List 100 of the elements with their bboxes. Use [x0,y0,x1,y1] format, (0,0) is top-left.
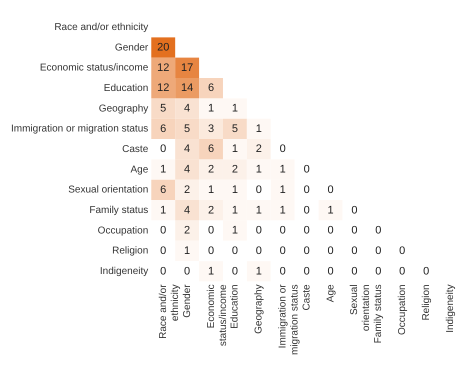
y-tick-label: Occupation [98,225,148,236]
data-label: 6 [208,82,214,94]
data-label: 1 [280,204,286,216]
data-label: 12 [157,62,170,74]
data-label: 20 [157,42,170,54]
data-label: 5 [160,102,166,115]
data-label: 2 [184,184,190,196]
x-tick-label: Indigeneity [444,284,456,333]
data-label: 3 [208,122,214,135]
y-tick-label: Caste [122,144,149,155]
data-label: 0 [304,204,310,216]
data-label: 2 [184,224,190,237]
y-tick-label: Gender [114,42,149,54]
y-tick-label: Indigeneity [100,266,148,277]
data-label: 4 [184,204,190,216]
data-label: 0 [351,204,358,216]
data-label: 17 [181,62,194,74]
y-tick-label: Religion [112,246,148,257]
y-tick-label: Immigration or migration status [10,124,148,135]
data-label: 1 [232,102,238,115]
data-label: 0 [160,143,166,156]
data-label: 0 [208,244,214,257]
data-label: 1 [280,164,286,176]
data-label: 0 [280,143,286,156]
y-tick-label: Economic status/income [40,62,149,74]
data-label: 6 [160,184,166,196]
data-label: 1 [160,164,166,176]
y-tick-label: Education [104,82,148,94]
data-label: 0 [375,265,382,278]
data-label: 0 [351,244,358,257]
data-label: 1 [208,102,214,115]
x-tick-label: Geography [254,284,265,334]
x-tick-label: Caste [301,284,312,311]
data-label: 0 [256,184,262,196]
data-label: 1 [256,204,262,216]
data-label: 0 [375,224,382,237]
data-label: 0 [280,244,286,257]
data-label: 0 [256,224,262,237]
data-label: 0 [160,244,166,257]
y-tick-label: Family status [89,204,148,216]
data-label: 1 [280,184,286,196]
x-tick-label: Family status [373,284,384,344]
data-label: 0 [351,265,358,278]
data-label: 1 [208,184,214,196]
data-label: 0 [304,164,310,176]
data-label: 0 [184,265,190,278]
x-tick-label: Education [230,284,241,329]
y-tick-label: Race and/or ethnicity [54,22,148,33]
data-label: 1 [256,265,262,278]
x-tick-label: Sexual orientation [349,284,372,332]
data-label: 1 [160,204,166,216]
data-label: 1 [256,164,262,176]
data-label: 0 [327,184,334,196]
data-label: 0 [351,224,358,237]
data-label: 1 [327,204,334,216]
data-label: 5 [232,122,238,135]
data-label: 0 [375,244,382,257]
data-label: 0 [160,265,166,278]
data-label: 2 [208,204,214,216]
x-tick-label: Age [325,284,336,302]
data-label: 0 [304,244,310,257]
y-tick-label: Sexual orientation [68,184,148,196]
data-label: 1 [184,244,190,257]
data-label: 1 [256,122,262,135]
data-label: 5 [184,122,190,135]
data-label: 0 [327,224,334,237]
data-label: 0 [304,224,310,237]
data-label: 14 [181,82,194,94]
data-label: 0 [304,265,310,278]
data-label: 0 [399,265,406,278]
data-label: 0 [208,224,214,237]
y-tick-label: Age [130,164,149,176]
data-label: 1 [232,224,238,237]
data-label: 2 [256,143,262,156]
data-label: 0 [423,265,430,278]
data-label: 12 [157,82,170,94]
data-label: 1 [232,204,238,216]
data-label: 0 [280,265,286,278]
data-label: 2 [208,164,214,176]
data-label: 1 [232,143,238,156]
y-tick-label: Geography [98,103,148,114]
x-tick-label: Gender [182,284,193,318]
data-label: 0 [232,244,238,257]
x-tick-label: Occupation [396,284,408,336]
data-label: 0 [327,244,334,257]
data-label: 4 [184,143,190,156]
data-label: 0 [280,224,286,237]
data-label: 0 [399,244,406,257]
data-label: 4 [184,102,190,115]
data-label: 6 [160,122,166,135]
data-label: 0 [327,265,334,278]
x-tick-label: Religion [420,284,432,321]
data-label: 4 [184,164,190,176]
data-label: 6 [208,143,214,156]
data-label: 1 [232,184,238,196]
data-label: 2 [232,164,238,176]
data-label: 0 [304,184,310,196]
data-label: 0 [232,265,238,278]
data-label: 1 [208,265,214,278]
data-label: 0 [256,244,262,257]
